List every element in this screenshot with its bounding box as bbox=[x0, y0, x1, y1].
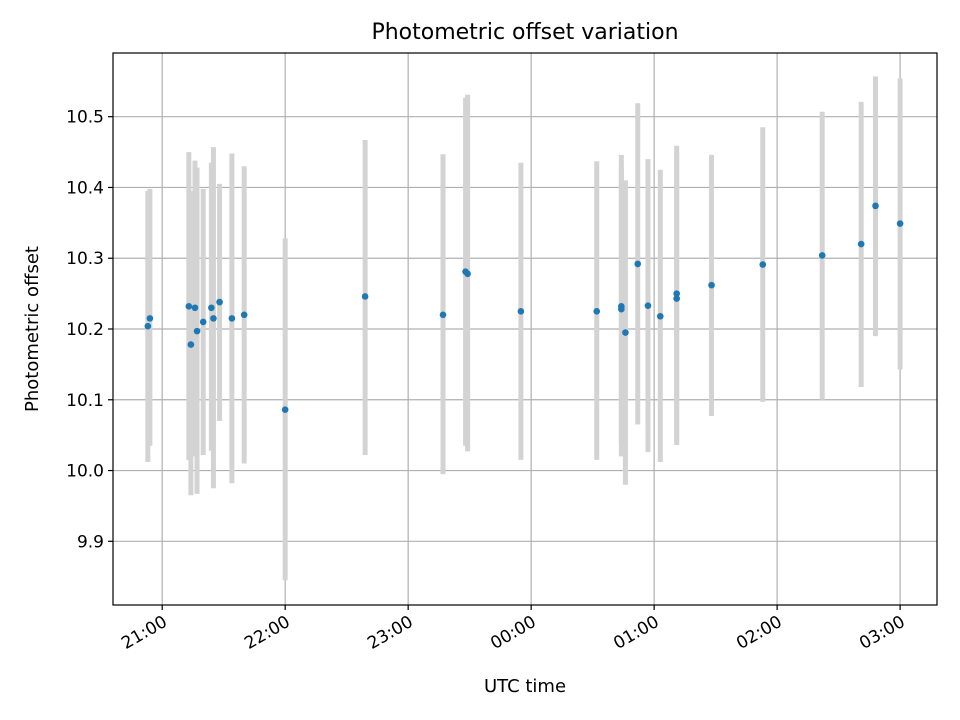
x-axis-label: UTC time bbox=[484, 676, 566, 697]
data-point bbox=[146, 315, 154, 322]
data-point bbox=[644, 302, 652, 309]
data-point bbox=[896, 220, 904, 227]
data-point bbox=[872, 202, 879, 210]
y-tick-label: 10.0 bbox=[66, 462, 104, 482]
data-point bbox=[361, 293, 369, 300]
data-point bbox=[593, 308, 601, 315]
data-point bbox=[464, 270, 471, 278]
data-point bbox=[281, 406, 289, 413]
data-point bbox=[208, 304, 215, 312]
y-axis: 9.9 10.0 10.1 10.2 10.3 10.4 10.5 bbox=[66, 108, 113, 552]
data-point bbox=[673, 295, 680, 302]
data-point bbox=[818, 252, 826, 259]
data-point bbox=[240, 311, 248, 319]
data-point bbox=[634, 260, 642, 268]
grid bbox=[113, 53, 937, 605]
data-point bbox=[673, 290, 680, 297]
data-points bbox=[144, 202, 904, 413]
chart-title: Photometric offset variation bbox=[371, 20, 678, 45]
data-point bbox=[228, 315, 236, 322]
data-point bbox=[517, 308, 525, 315]
data-point bbox=[185, 303, 193, 310]
y-tick-label: 10.5 bbox=[66, 108, 104, 128]
y-tick-label: 9.9 bbox=[77, 532, 104, 552]
y-axis-label: Photometric offset bbox=[22, 246, 43, 412]
data-point bbox=[187, 341, 195, 348]
data-point bbox=[622, 329, 629, 336]
data-point bbox=[708, 281, 715, 289]
data-point bbox=[857, 240, 865, 248]
y-tick-label: 10.2 bbox=[66, 320, 104, 340]
data-point bbox=[656, 312, 664, 320]
data-point bbox=[191, 304, 199, 312]
data-point bbox=[144, 322, 152, 330]
data-point bbox=[210, 315, 217, 322]
data-point bbox=[199, 318, 207, 326]
data-point bbox=[618, 303, 625, 310]
data-point bbox=[193, 327, 201, 335]
y-tick-label: 10.3 bbox=[66, 249, 104, 269]
y-tick-label: 10.1 bbox=[66, 391, 104, 411]
data-point bbox=[759, 261, 767, 268]
data-point bbox=[216, 298, 223, 306]
y-tick-label: 10.4 bbox=[66, 178, 104, 198]
data-point bbox=[439, 311, 447, 319]
